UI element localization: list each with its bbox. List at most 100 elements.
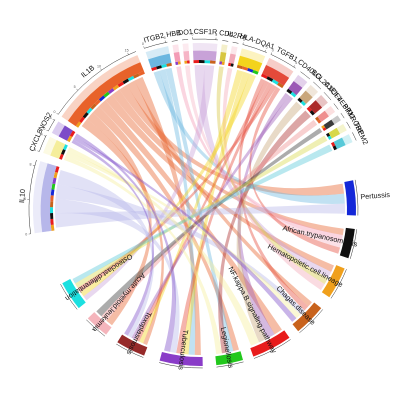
sector-itgb2: 05 bbox=[142, 36, 172, 72]
sector-itgb2-membership-segment bbox=[161, 63, 167, 69]
ribbon-hla-dqa1-to-tuberculosis bbox=[182, 71, 250, 355]
sector-osteoclast-differentiation-block bbox=[62, 279, 86, 309]
sector-bcl2a1-membership-segment bbox=[297, 97, 303, 103]
sector-il2ra-membership-segment bbox=[230, 63, 234, 67]
sector-il1b-membership-segment bbox=[75, 121, 82, 128]
sector-il10-membership-segment bbox=[52, 177, 57, 185]
sector-pim2-bar bbox=[323, 119, 335, 130]
sector-label-hbb: HBB bbox=[166, 28, 182, 39]
sector-osteoclast-differentiation bbox=[60, 279, 86, 310]
sector-cd40lg-bar bbox=[288, 81, 303, 96]
sector-il1b-membership-segment bbox=[98, 95, 106, 102]
sector-chagas-disease bbox=[292, 302, 323, 333]
sector-tyrobp-membership-segment bbox=[326, 132, 331, 138]
sector-hbb bbox=[171, 40, 181, 66]
sector-cxcl8: 04 bbox=[34, 132, 68, 160]
sector-hla-dqa1-tick-label: 0 bbox=[243, 38, 245, 42]
sector-pim2-membership-segment bbox=[322, 127, 327, 132]
sector-label-il1b: IL1B bbox=[79, 63, 96, 79]
sector-il1b-membership-segment bbox=[138, 70, 145, 76]
ribbon-hbb-to-african-trypanosomiasis bbox=[176, 66, 343, 242]
sector-hla-dqa1: 05 bbox=[236, 38, 268, 75]
sector-bcl2a1-bar bbox=[299, 90, 313, 104]
ribbon-il10-to-toxoplasmosis bbox=[57, 170, 155, 338]
sector-cxcl8-tick bbox=[43, 135, 46, 137]
sector-il10-membership-segment bbox=[50, 201, 54, 208]
sector-il1b-tick bbox=[76, 88, 79, 91]
sector-csf1r-tick-label: 5 bbox=[215, 33, 217, 37]
sector-eif4ebp1-axis bbox=[333, 103, 339, 110]
ribbon-il1b-to-acute-myeloid-leukemia bbox=[87, 112, 152, 326]
sector-il1b-membership-segment bbox=[107, 88, 115, 94]
sector-nos2-tick bbox=[52, 119, 55, 121]
sector-csf1r-bar bbox=[193, 50, 217, 61]
sector-legionellosis bbox=[215, 351, 244, 368]
sector-pertussis bbox=[344, 179, 359, 216]
sector-label-pertussis: Pertussis bbox=[360, 190, 391, 201]
sector-cxcl1-axis bbox=[323, 92, 332, 101]
ribbon-il1b-to-nf-kappa-b-signaling-pathway bbox=[98, 100, 282, 335]
sector-csf1r-membership-segment bbox=[209, 60, 216, 64]
sector-bcl2a1 bbox=[297, 81, 322, 107]
sector-label-tgfb1: TGFB1 bbox=[275, 45, 300, 64]
sector-cd4-membership-segment bbox=[219, 61, 223, 65]
sector-hla-dqa1-bar bbox=[237, 55, 263, 72]
sector-label-trem2: TREM2 bbox=[352, 120, 371, 146]
sector-il10-tick-label: 8 bbox=[29, 163, 31, 167]
sector-csf1r-membership-segment bbox=[193, 60, 200, 64]
sector-hla-dqa1-tick bbox=[264, 49, 266, 52]
sector-eif4ebp1-membership-segment bbox=[317, 119, 322, 124]
sector-il10-membership-segment bbox=[54, 166, 60, 173]
sector-il2ra-membership-segment bbox=[228, 62, 232, 67]
sector-label-cd4: CD4 bbox=[219, 28, 235, 39]
sector-trem2 bbox=[330, 132, 357, 151]
sector-itgb2-axis bbox=[144, 41, 168, 49]
sector-itgb2-membership-segment bbox=[151, 66, 158, 72]
sector-tgfb1-membership-segment bbox=[277, 82, 284, 89]
sector-hbb-bar bbox=[173, 52, 181, 63]
sector-hla-dqa1-membership-segment bbox=[236, 64, 243, 70]
sector-csf1r-axis bbox=[192, 38, 218, 41]
sector-nf-kappa-b-signaling-pathway-block bbox=[250, 330, 290, 357]
sector-bcl2a1-axis bbox=[313, 81, 322, 90]
sector-il10-tick bbox=[32, 165, 35, 166]
ribbon-il10-to-chagas-disease bbox=[55, 184, 305, 315]
sector-cd40lg bbox=[286, 71, 311, 98]
sector-nos2: 04 bbox=[43, 116, 76, 143]
sector-cxcl1-membership-segment bbox=[309, 110, 315, 116]
sector-cxcl1-bar bbox=[308, 100, 323, 114]
sector-tgfb1-tick-label: 0 bbox=[272, 48, 274, 52]
sector-tyrobp-axis bbox=[346, 121, 351, 129]
sector-eif4ebp1-bar bbox=[317, 110, 329, 122]
ribbon-itgb2-to-legionellosis bbox=[165, 67, 234, 353]
sector-cxcl8-membership-segment bbox=[60, 148, 66, 155]
sector-cxcl1 bbox=[306, 92, 332, 116]
sector-cxcl8-membership-segment bbox=[62, 144, 68, 151]
sector-cd40lg-membership-segment bbox=[290, 91, 297, 98]
sector-osteoclast-differentiation-axis bbox=[60, 284, 78, 310]
sector-trem2-membership-segment bbox=[330, 141, 336, 147]
sector-il1b-bar bbox=[67, 62, 144, 127]
sector-nos2-tick-label: 4 bbox=[50, 116, 52, 120]
sector-il1b-membership-segment bbox=[90, 103, 97, 110]
sector-hla-dqa1-membership-segment bbox=[247, 67, 254, 73]
sector-cd4 bbox=[219, 40, 229, 66]
sector-il10-tick-label: 0 bbox=[25, 232, 27, 236]
sector-tuberculosis-block bbox=[159, 351, 203, 366]
sector-il1b-membership-segment bbox=[79, 116, 86, 124]
ribbon-il10-to-tuberculosis bbox=[54, 198, 180, 354]
sector-pertussis-block bbox=[344, 180, 356, 216]
sector-nf-kappa-b-signaling-pathway bbox=[250, 330, 291, 359]
sector-il1b-membership-segment bbox=[82, 111, 89, 119]
sector-il10-bar bbox=[40, 163, 57, 233]
sector-il10-tick-label: 4 bbox=[24, 197, 26, 201]
sector-tgfb1-bar bbox=[262, 64, 290, 86]
sector-il2ra-bar bbox=[228, 53, 236, 64]
ribbon-cd40lg-to-toxoplasmosis bbox=[131, 95, 293, 340]
sector-trem2-membership-segment bbox=[332, 145, 338, 151]
sector-pim2-axis bbox=[340, 113, 345, 119]
sector-il10-membership-segment bbox=[51, 183, 56, 190]
sector-il1b-tick-label: 0 bbox=[54, 110, 56, 114]
sector-il1b-axis bbox=[58, 51, 137, 115]
sector-il1b-membership-segment bbox=[94, 99, 101, 106]
